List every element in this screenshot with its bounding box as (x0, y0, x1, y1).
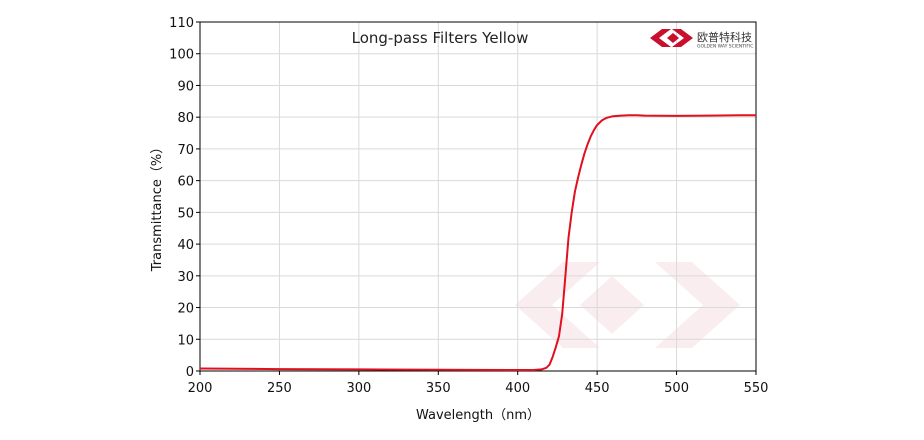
x-tick-label: 450 (585, 381, 610, 396)
series-line (199, 114, 756, 371)
x-axis-ticks: 200 250 300 350 400 450 500 550 (188, 371, 769, 396)
x-tick-label: 400 (505, 381, 530, 396)
x-tick-label: 200 (188, 381, 213, 396)
logo-name-cn: 欧普特科技 (697, 30, 752, 44)
grid-lines (200, 22, 756, 371)
y-tick-label: 70 (177, 143, 194, 158)
x-tick-label: 550 (744, 381, 769, 396)
logo-mark-center (667, 33, 679, 43)
y-tick-label: 80 (177, 111, 194, 126)
x-axis-title: Wavelength（nm） (416, 408, 540, 423)
y-tick-label: 40 (177, 238, 194, 253)
y-axis-title: Transmittance（%） (150, 141, 165, 273)
x-tick-label: 500 (664, 381, 689, 396)
x-tick-label: 350 (426, 381, 451, 396)
logo-name-en: GOLDEN WAY SCIENTIFIC (697, 44, 753, 50)
y-axis-ticks: 0 10 20 30 40 50 60 70 80 90 100 110 (169, 16, 200, 380)
y-tick-label: 100 (169, 48, 194, 63)
y-tick-label: 30 (177, 270, 194, 285)
x-tick-label: 250 (267, 381, 292, 396)
y-tick-label: 60 (177, 175, 194, 190)
x-tick-label: 300 (346, 381, 371, 396)
chart-title: Long-pass Filters Yellow (352, 29, 529, 47)
watermark-logo (515, 262, 740, 348)
y-tick-label: 110 (169, 16, 194, 31)
y-tick-label: 10 (177, 333, 194, 348)
y-tick-label: 90 (177, 79, 194, 94)
plot-frame (199, 21, 757, 372)
y-tick-label: 50 (177, 206, 194, 221)
company-logo: 欧普特科技 GOLDEN WAY SCIENTIFIC (650, 29, 753, 50)
logo-mark-right (672, 29, 693, 47)
logo-mark-left (650, 29, 671, 47)
y-tick-label: 0 (186, 365, 194, 380)
y-tick-label: 20 (177, 302, 194, 317)
